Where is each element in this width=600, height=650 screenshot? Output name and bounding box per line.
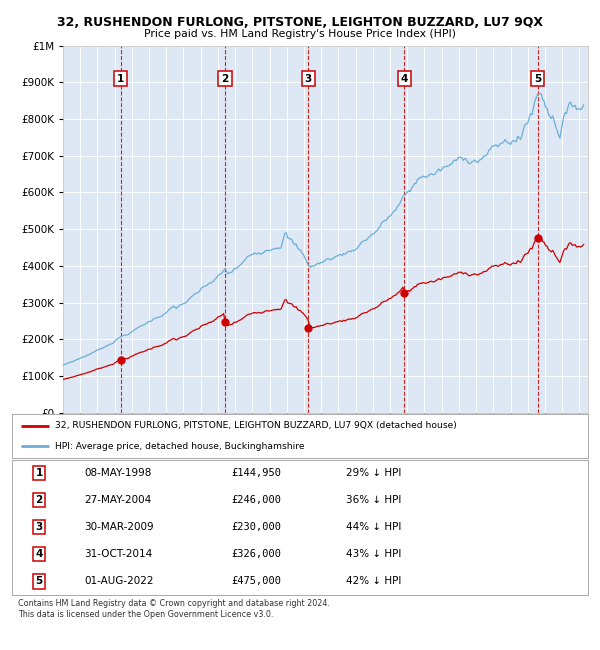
Text: 3: 3 [35,522,43,532]
Text: Contains HM Land Registry data © Crown copyright and database right 2024.
This d: Contains HM Land Registry data © Crown c… [18,599,330,619]
Text: 31-OCT-2014: 31-OCT-2014 [84,549,152,559]
Text: 1: 1 [35,468,43,478]
Text: 32, RUSHENDON FURLONG, PITSTONE, LEIGHTON BUZZARD, LU7 9QX: 32, RUSHENDON FURLONG, PITSTONE, LEIGHTO… [57,16,543,29]
Text: £230,000: £230,000 [231,522,281,532]
Text: 27-MAY-2004: 27-MAY-2004 [84,495,151,505]
Text: Price paid vs. HM Land Registry's House Price Index (HPI): Price paid vs. HM Land Registry's House … [144,29,456,39]
Text: £326,000: £326,000 [231,549,281,559]
Text: 42% ↓ HPI: 42% ↓ HPI [346,577,401,586]
Text: £144,950: £144,950 [231,468,281,478]
Text: 5: 5 [35,577,43,586]
Text: 32, RUSHENDON FURLONG, PITSTONE, LEIGHTON BUZZARD, LU7 9QX (detached house): 32, RUSHENDON FURLONG, PITSTONE, LEIGHTO… [55,421,457,430]
Text: 3: 3 [305,73,312,84]
Text: 4: 4 [401,73,408,84]
Text: 08-MAY-1998: 08-MAY-1998 [84,468,151,478]
Text: 2: 2 [221,73,229,84]
Text: 30-MAR-2009: 30-MAR-2009 [84,522,154,532]
Text: 44% ↓ HPI: 44% ↓ HPI [346,522,401,532]
Text: 43% ↓ HPI: 43% ↓ HPI [346,549,401,559]
Text: 01-AUG-2022: 01-AUG-2022 [84,577,154,586]
Text: 4: 4 [35,549,43,559]
Text: 36% ↓ HPI: 36% ↓ HPI [346,495,401,505]
Text: 5: 5 [534,73,541,84]
Text: £246,000: £246,000 [231,495,281,505]
Text: HPI: Average price, detached house, Buckinghamshire: HPI: Average price, detached house, Buck… [55,442,305,451]
Text: 1: 1 [117,73,124,84]
Text: £475,000: £475,000 [231,577,281,586]
Text: 29% ↓ HPI: 29% ↓ HPI [346,468,401,478]
Text: 2: 2 [35,495,43,505]
